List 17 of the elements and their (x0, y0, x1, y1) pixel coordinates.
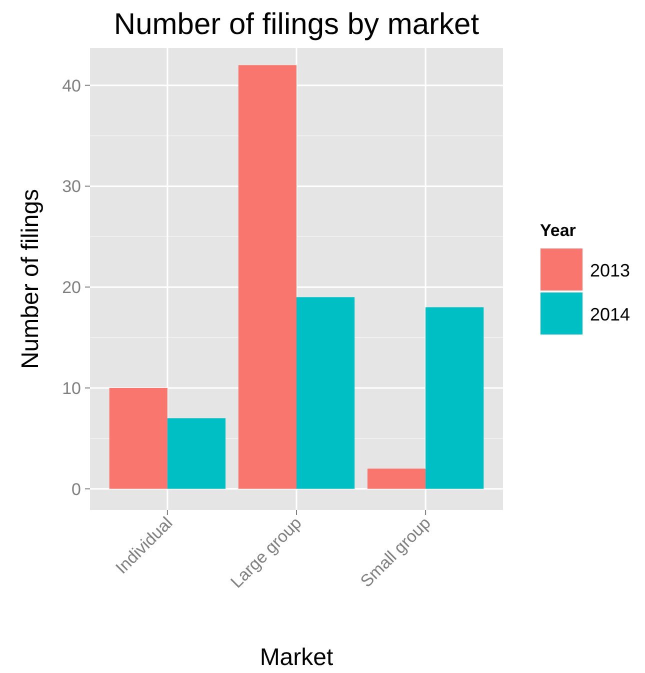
legend-label: 2013 (590, 260, 630, 280)
y-tick-label: 10 (62, 378, 81, 398)
bar (426, 307, 484, 489)
bar (167, 418, 226, 489)
y-tick-label: 40 (62, 76, 81, 96)
y-tick-label: 0 (72, 480, 81, 499)
y-axis-title: Number of filings (17, 188, 44, 370)
legend-label: 2014 (590, 304, 630, 324)
y-tick-label: 30 (62, 177, 81, 196)
x-axis-title: Market (260, 644, 334, 671)
chart-title: Number of filings by market (114, 8, 480, 41)
y-tick-label: 20 (62, 278, 81, 298)
legend-title: Year (540, 221, 576, 240)
bar (109, 388, 168, 489)
bar (367, 468, 426, 489)
bar (238, 65, 296, 489)
bar (296, 297, 355, 489)
